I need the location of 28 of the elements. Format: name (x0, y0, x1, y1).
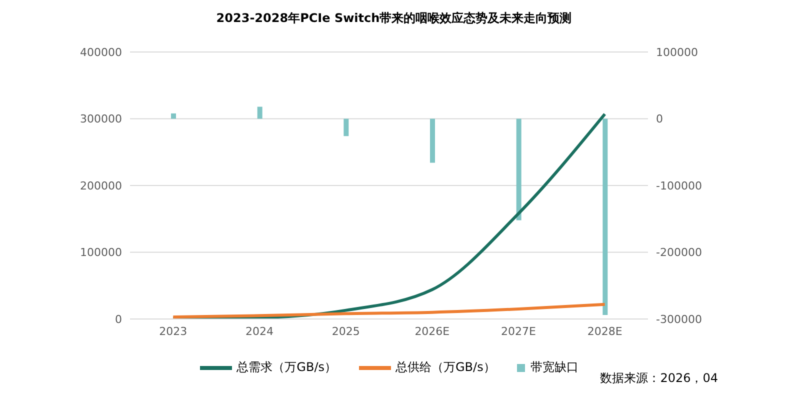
bar (257, 106, 262, 119)
source-note: 数据来源：2026，04 (600, 370, 718, 387)
bar (602, 118, 608, 315)
y-tick-label: 200000 (80, 179, 122, 192)
bar (430, 118, 435, 163)
y-tick-label: 300000 (80, 112, 122, 126)
chart-title: 2023-2028年PCIe Switch带来的咽喉效应态势及未来走向预测 (215, 10, 573, 27)
y2-tick-label: -200000 (656, 246, 702, 260)
y2-tick-label: -100000 (656, 179, 702, 192)
y2-tick-label: 100000 (656, 46, 698, 59)
x-tick-label: 2027E (501, 324, 536, 338)
y-tick-label: 100000 (80, 246, 122, 260)
legend-label: 总需求（万GB/s） (236, 359, 336, 376)
y-tick-label: 0 (115, 312, 122, 326)
y-tick-label: 400000 (80, 46, 122, 59)
line-series (172, 302, 606, 318)
legend-label: 带宽缺口 (529, 359, 578, 376)
x-tick-label: 2024 (246, 324, 274, 338)
bar (344, 118, 349, 136)
bar (171, 113, 176, 119)
x-tick-label: 2025 (332, 324, 360, 338)
x-tick-label: 2023 (159, 324, 188, 338)
bar (516, 118, 522, 220)
y2-tick-label: -300000 (656, 312, 702, 326)
x-tick-label: 2028E (587, 324, 622, 338)
x-tick-label: 2026E (414, 324, 450, 338)
y2-tick-label: 0 (656, 112, 663, 126)
legend-label: 总供给（万GB/s） (394, 359, 496, 376)
